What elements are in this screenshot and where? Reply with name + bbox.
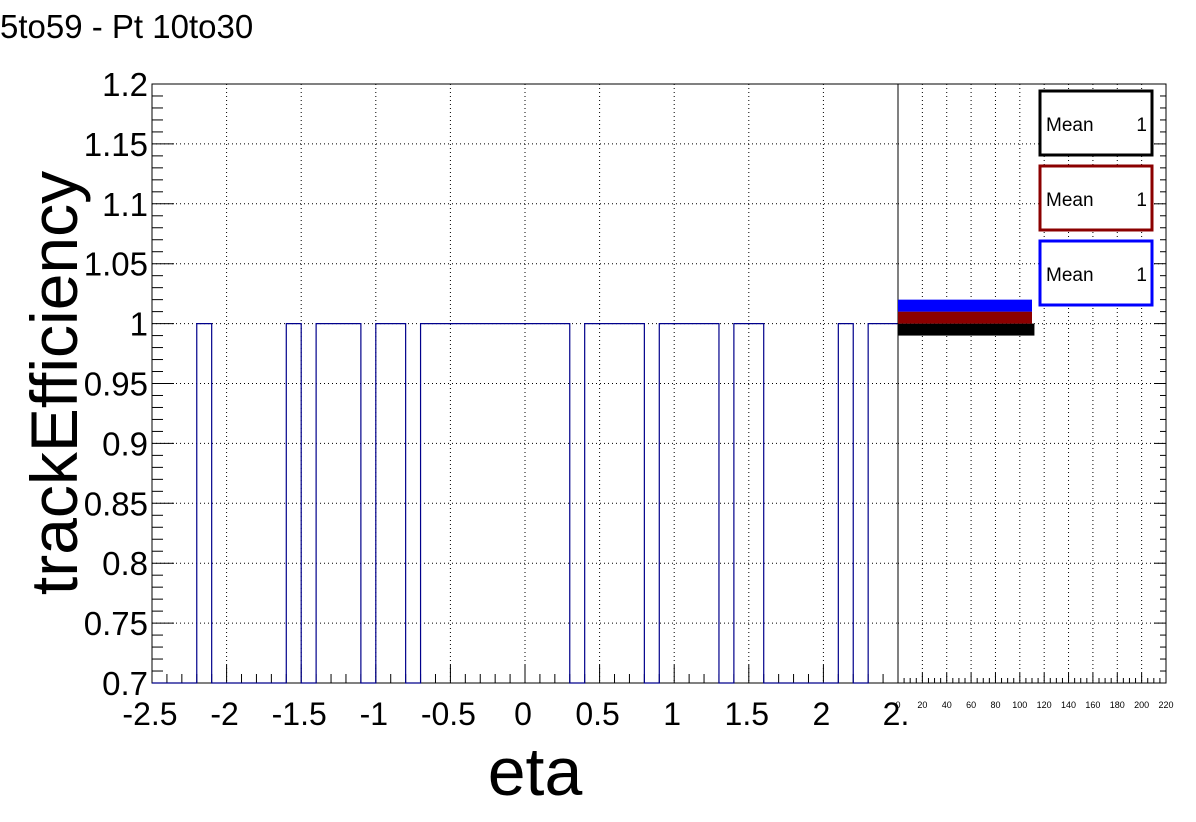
side-axis-ticks bbox=[897, 83, 1167, 684]
main-series bbox=[152, 323, 898, 684]
y-tick-label: 1 bbox=[130, 306, 148, 343]
stats-box-red bbox=[1038, 164, 1154, 232]
y-tick-label: 1.2 bbox=[102, 66, 148, 103]
y-tick-label: 0.85 bbox=[84, 485, 148, 522]
side-x-tick-label: 140 bbox=[1061, 700, 1076, 710]
y-tick-label: 0.95 bbox=[84, 366, 148, 403]
stats-boxes: Mean 1 Mean 1 Mean 1 bbox=[1038, 89, 1154, 307]
side-bar-blue bbox=[898, 299, 1032, 312]
x-tick-label: -1 bbox=[360, 696, 388, 732]
stats-box-blue bbox=[1038, 239, 1154, 307]
x-tick-label: -1.5 bbox=[272, 696, 327, 732]
x-tick-label: 2. bbox=[883, 696, 910, 732]
side-x-tick-label: 120 bbox=[1037, 700, 1052, 710]
side-x-tick-label: 100 bbox=[1012, 700, 1027, 710]
side-x-tick-label: 200 bbox=[1134, 700, 1149, 710]
efficiency-step-line bbox=[152, 323, 898, 684]
stats-mean-label: Mean bbox=[1046, 265, 1094, 286]
x-axis-title: eta bbox=[488, 734, 583, 810]
x-tick-label: 1.5 bbox=[725, 696, 769, 732]
side-x-tick-label: 20 bbox=[917, 700, 927, 710]
side-x-tick-label: 160 bbox=[1085, 700, 1100, 710]
y-tick-label: 0.7 bbox=[102, 665, 148, 702]
y-tick-label: 0.8 bbox=[102, 545, 148, 582]
side-x-tick-label: 0 bbox=[895, 700, 900, 710]
y-tick-label: 1.15 bbox=[84, 126, 148, 163]
chart-title: 5to59 - Pt 10to30 bbox=[0, 8, 254, 45]
x-tick-label: 0.5 bbox=[575, 696, 619, 732]
side-x-tick-label: 220 bbox=[1158, 700, 1173, 710]
y-axis-title: trackEfficiency bbox=[17, 171, 91, 595]
side-bars bbox=[898, 299, 1035, 336]
side-bar-black bbox=[898, 323, 1035, 336]
side-x-tick-label: 180 bbox=[1110, 700, 1125, 710]
x-tick-label: -2.5 bbox=[122, 696, 177, 732]
stats-mean-label: Mean bbox=[1046, 190, 1094, 211]
main-gridlines bbox=[151, 83, 899, 684]
stats-mean-value: 1 bbox=[1136, 190, 1147, 211]
stats-mean-value: 1 bbox=[1136, 265, 1147, 286]
x-tick-label: 0 bbox=[514, 696, 532, 732]
side-x-tick-label: 40 bbox=[942, 700, 952, 710]
stats-mean-value: 1 bbox=[1136, 115, 1147, 136]
axis-titles: eta trackEfficiency bbox=[17, 171, 582, 810]
y-tick-label: 1.05 bbox=[84, 246, 148, 283]
side-x-tick-label: 80 bbox=[990, 700, 1000, 710]
x-tick-label: -2 bbox=[210, 696, 238, 732]
y-tick-label: 1.1 bbox=[102, 186, 148, 223]
x-tick-label: 2 bbox=[813, 696, 831, 732]
side-tick-labels: 0 20 40 60 80 100 120 140 160 180 200 220 bbox=[895, 700, 1173, 710]
y-tick-label: 0.75 bbox=[84, 605, 148, 642]
stats-mean-label: Mean bbox=[1046, 115, 1094, 136]
stats-box-black bbox=[1038, 89, 1154, 157]
side-bar-red bbox=[898, 311, 1032, 324]
side-x-tick-label: 60 bbox=[966, 700, 976, 710]
x-tick-label: -0.5 bbox=[421, 696, 476, 732]
y-tick-label: 0.9 bbox=[102, 425, 148, 462]
x-tick-label: 1 bbox=[663, 696, 681, 732]
main-tick-labels: -2.5 -2 -1.5 -1 -0.5 0 0.5 1 1.5 2 2. 0.7 0.75 0.8 0.8… bbox=[84, 66, 910, 732]
